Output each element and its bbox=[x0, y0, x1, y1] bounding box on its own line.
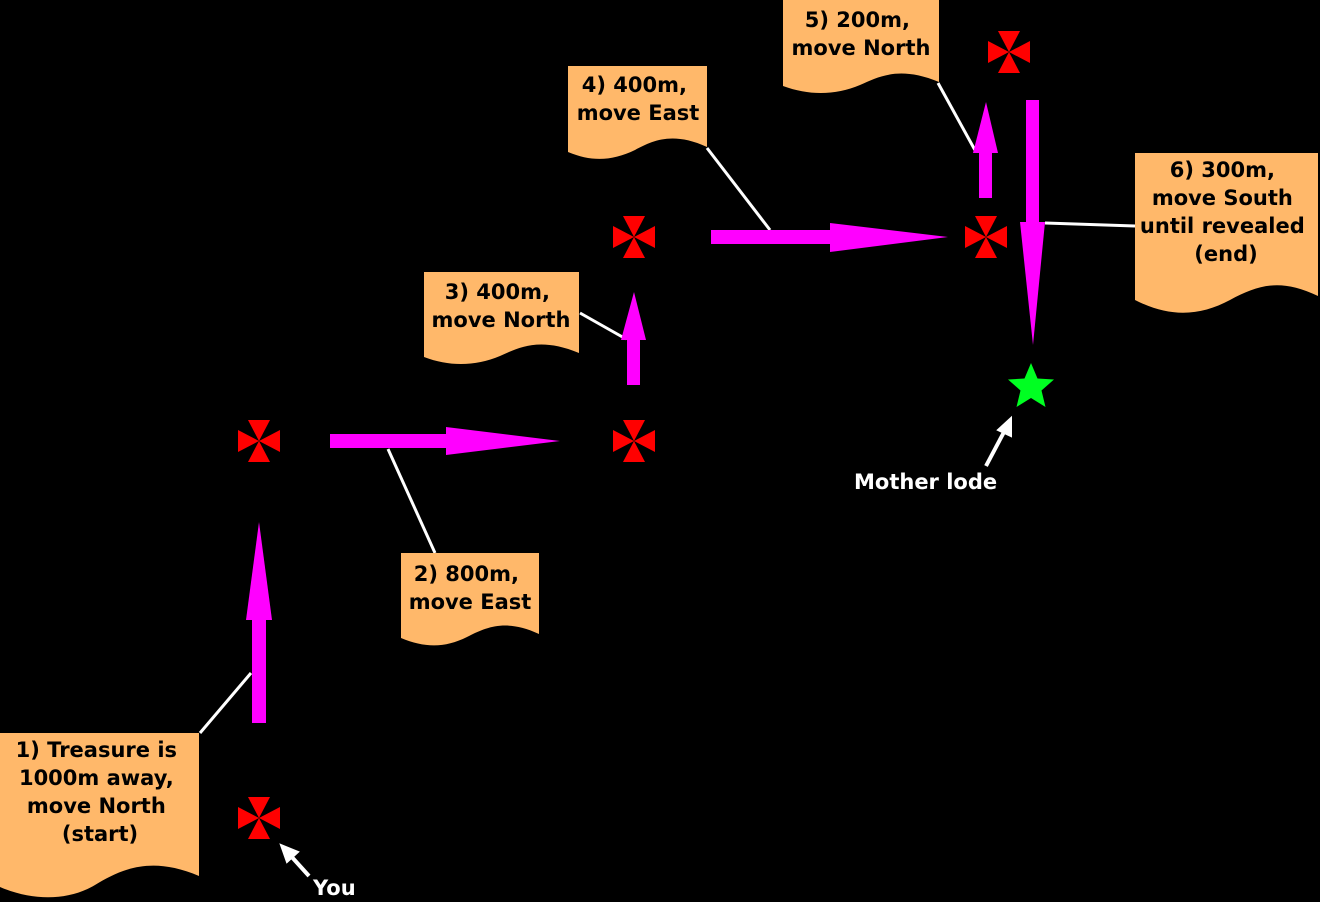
leader-line-1 bbox=[198, 672, 253, 734]
leader-line-5 bbox=[936, 82, 978, 153]
note-1-line-3: move North bbox=[27, 794, 166, 818]
arrow-north-3 bbox=[973, 102, 998, 198]
note-5: 5) 200m, move North bbox=[783, 0, 939, 94]
pointer-arrows bbox=[279, 415, 1012, 878]
note-6-line-3: until revealed bbox=[1140, 214, 1305, 238]
note-6-line-1: 6) 300m, bbox=[1170, 158, 1275, 182]
route-arrows bbox=[246, 100, 1045, 723]
arrow-east-1 bbox=[330, 427, 560, 455]
arrow-south bbox=[1020, 100, 1045, 345]
maltese-cross-icon bbox=[965, 216, 1007, 258]
maltese-cross-icon bbox=[238, 797, 280, 839]
note-1-line-4: (start) bbox=[62, 822, 138, 846]
leader-lines bbox=[198, 82, 1136, 734]
maltese-cross-icon bbox=[988, 31, 1030, 73]
you-pointer-head bbox=[279, 843, 300, 864]
svg-text:1) Treasure is 1000m awa: 1) Treasure is 1000m away, move North (s… bbox=[16, 738, 185, 846]
svg-text:2) 800m, move East: 2) 800m, move East bbox=[409, 562, 532, 614]
note-2: 2) 800m, move East bbox=[401, 553, 539, 646]
note-1: 1) Treasure is 1000m away, move North (s… bbox=[0, 733, 199, 898]
mother-lode-label: Mother lode bbox=[854, 470, 997, 494]
svg-text:6) 300m, move South: 6) 300m, move South until revealed (end) bbox=[1140, 158, 1312, 266]
lode-pointer-line bbox=[984, 431, 1006, 467]
lode-pointer-head bbox=[996, 415, 1012, 438]
note-5-line-2: move North bbox=[792, 36, 931, 60]
you-pointer-line bbox=[288, 853, 311, 878]
svg-text:5) 200m, move North: 5) 200m, move North bbox=[792, 8, 931, 60]
note-2-line-1: 2) 800m, bbox=[414, 562, 519, 586]
arrow-north-2 bbox=[621, 292, 646, 385]
note-6: 6) 300m, move South until revealed (end) bbox=[1135, 153, 1318, 313]
note-5-line-1: 5) 200m, bbox=[805, 8, 910, 32]
maltese-cross-icon bbox=[613, 420, 655, 462]
note-3: 3) 400m, move North bbox=[424, 272, 579, 365]
leader-line-3 bbox=[579, 311, 627, 341]
arrow-east-2 bbox=[711, 223, 948, 252]
note-3-line-2: move North bbox=[432, 308, 571, 332]
leader-line-2 bbox=[386, 448, 437, 554]
note-6-line-4: (end) bbox=[1194, 242, 1257, 266]
maltese-cross-icon bbox=[238, 420, 280, 462]
leader-line-6 bbox=[1044, 221, 1136, 228]
note-6-line-2: move South bbox=[1152, 186, 1293, 210]
note-4: 4) 400m, move East bbox=[568, 66, 707, 159]
svg-text:3) 400m, move North: 3) 400m, move North bbox=[432, 280, 571, 332]
note-1-line-1: 1) Treasure is bbox=[16, 738, 177, 762]
maltese-cross-icon bbox=[613, 216, 655, 258]
star-icon bbox=[1008, 363, 1054, 407]
leader-line-4 bbox=[705, 147, 772, 231]
you-label: You bbox=[312, 876, 356, 900]
note-2-line-2: move East bbox=[409, 590, 532, 614]
note-4-line-2: move East bbox=[577, 101, 700, 125]
svg-text:4) 400m, move East: 4) 400m, move East bbox=[577, 73, 700, 125]
note-3-line-1: 3) 400m, bbox=[445, 280, 550, 304]
note-4-line-1: 4) 400m, bbox=[582, 73, 687, 97]
note-1-line-2: 1000m away, bbox=[19, 766, 174, 790]
arrow-north-1 bbox=[246, 522, 272, 723]
